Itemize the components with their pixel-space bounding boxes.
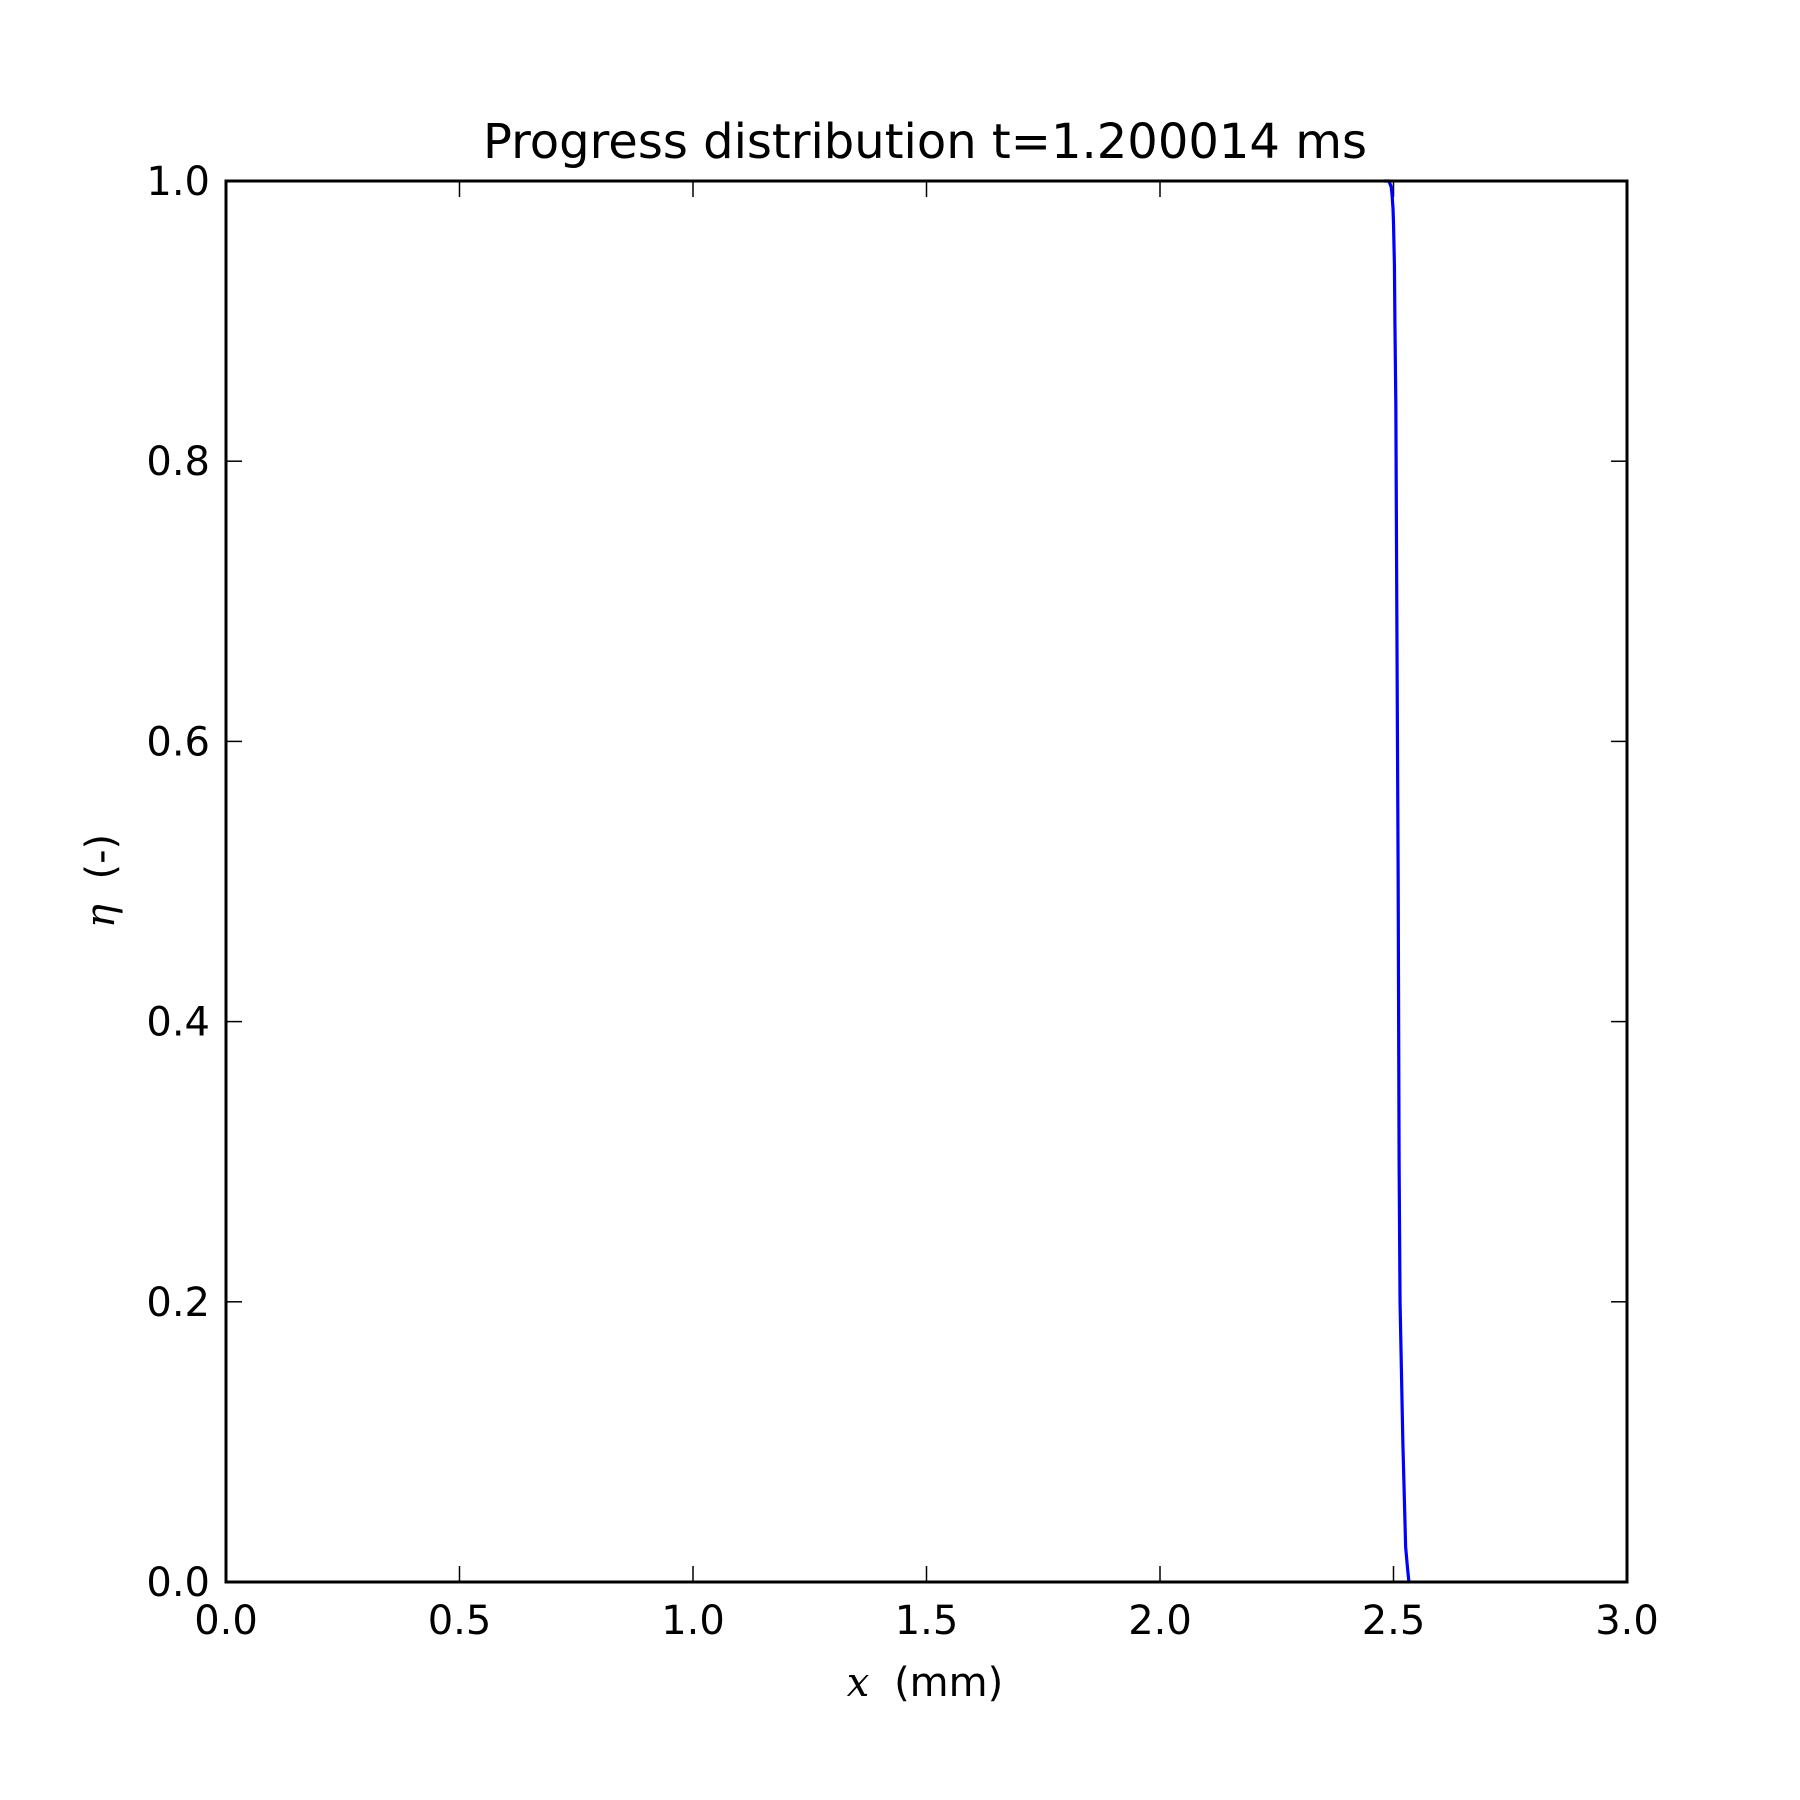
y-axis-unit: (-): [78, 834, 124, 880]
y-tick-label: 0.0: [146, 1560, 210, 1606]
x-axis-label: x (mm): [847, 1660, 1003, 1706]
x-tick-label: 0.0: [194, 1598, 258, 1644]
x-axis-unit: (mm): [894, 1660, 1003, 1706]
x-tick-label: 2.0: [1128, 1598, 1192, 1644]
y-axis-label: η (-): [78, 834, 124, 928]
y-tick-label: 1.0: [146, 159, 210, 205]
x-tick-label: 3.0: [1595, 1598, 1659, 1644]
chart-title: Progress distribution t=1.200014 ms: [483, 114, 1367, 170]
plot-area: [224, 179, 1629, 1584]
y-tick-label: 0.8: [146, 439, 210, 485]
plot-background: [226, 181, 1627, 1582]
x-tick-label: 2.5: [1362, 1598, 1426, 1644]
plot-frame: [224, 179, 1629, 1584]
y-tick-label: 0.2: [146, 1280, 210, 1326]
x-tick-label: 0.5: [428, 1598, 492, 1644]
series-line-0: [1384, 179, 1411, 1583]
tick-labels: 0.0 0.5 1.0 1.5 2.0 2.5 3.0 0.0 0.2 0.4 0.6 0.8 1.0: [146, 159, 1658, 1644]
y-tick-label: 0.4: [146, 1000, 210, 1046]
x-tick-label: 1.5: [895, 1598, 959, 1644]
y-axis-symbol: η: [78, 904, 124, 928]
x-axis-symbol: x: [847, 1660, 870, 1706]
series-layer: [1384, 179, 1411, 1583]
x-tick-label: 1.0: [661, 1598, 725, 1644]
y-tick-label: 0.6: [146, 719, 210, 765]
